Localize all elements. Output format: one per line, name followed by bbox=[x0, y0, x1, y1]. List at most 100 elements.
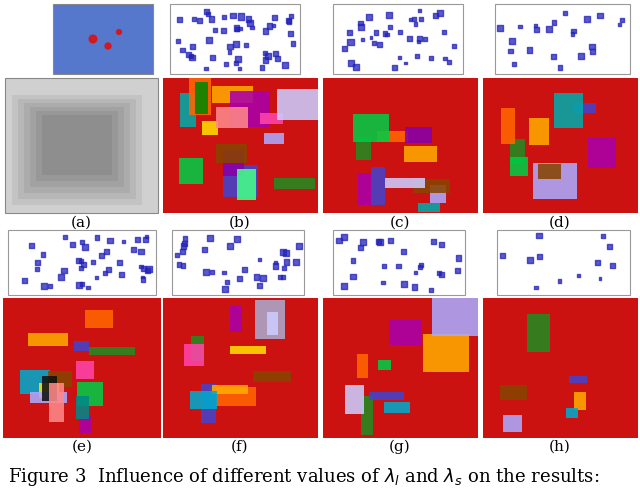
Point bbox=[416, 15, 426, 23]
Point bbox=[92, 274, 102, 282]
Point bbox=[143, 266, 153, 274]
Bar bbox=[483, 78, 638, 213]
Bar bbox=[53, 4, 153, 74]
Point bbox=[67, 241, 77, 249]
Bar bbox=[497, 230, 630, 295]
Point bbox=[439, 28, 449, 36]
Point bbox=[383, 11, 394, 19]
Point bbox=[509, 60, 519, 68]
Point bbox=[207, 268, 217, 276]
Bar bbox=[260, 113, 284, 124]
Point bbox=[60, 233, 70, 241]
Point bbox=[416, 261, 426, 269]
Point bbox=[45, 282, 55, 290]
Point bbox=[271, 262, 281, 270]
Point bbox=[178, 261, 188, 269]
Bar bbox=[378, 131, 408, 142]
Point bbox=[364, 13, 374, 21]
Point bbox=[531, 283, 541, 291]
Point bbox=[140, 236, 150, 244]
Point bbox=[179, 240, 189, 248]
Bar bbox=[230, 346, 266, 354]
Point bbox=[431, 11, 441, 19]
Point bbox=[544, 25, 554, 33]
Point bbox=[19, 276, 29, 284]
Point bbox=[100, 269, 110, 277]
Bar bbox=[195, 82, 208, 114]
Point bbox=[32, 265, 42, 273]
Bar bbox=[588, 137, 616, 168]
Bar bbox=[20, 370, 50, 394]
Point bbox=[136, 262, 147, 270]
Point bbox=[263, 52, 273, 60]
Point bbox=[56, 273, 67, 281]
Point bbox=[604, 243, 614, 250]
Point bbox=[394, 53, 404, 61]
Point bbox=[264, 22, 275, 30]
Point bbox=[399, 280, 409, 288]
Point bbox=[497, 252, 508, 260]
Point bbox=[209, 26, 220, 34]
Point bbox=[379, 262, 389, 270]
Bar bbox=[179, 157, 204, 184]
Point bbox=[172, 251, 182, 259]
Bar bbox=[501, 108, 515, 144]
Bar bbox=[30, 107, 124, 187]
Point bbox=[200, 268, 211, 276]
Point bbox=[355, 23, 365, 31]
Point bbox=[436, 271, 447, 279]
Point bbox=[225, 42, 236, 50]
Bar bbox=[79, 416, 92, 433]
Point bbox=[207, 54, 218, 62]
Bar bbox=[495, 4, 630, 74]
Point bbox=[525, 255, 535, 263]
Bar bbox=[527, 314, 550, 352]
Bar bbox=[223, 164, 258, 197]
Point bbox=[232, 25, 242, 33]
Point bbox=[269, 14, 280, 22]
Point bbox=[105, 237, 115, 245]
Point bbox=[568, 30, 578, 38]
Text: (f): (f) bbox=[231, 440, 249, 454]
Point bbox=[88, 35, 98, 43]
Point bbox=[33, 258, 43, 266]
Point bbox=[260, 56, 270, 64]
Point bbox=[506, 47, 516, 55]
Bar bbox=[76, 361, 94, 378]
Point bbox=[234, 65, 244, 73]
Point bbox=[231, 24, 241, 32]
Point bbox=[174, 260, 184, 268]
Point bbox=[257, 64, 267, 72]
Point bbox=[189, 15, 200, 23]
Bar bbox=[74, 341, 90, 351]
Bar bbox=[30, 391, 67, 403]
Text: (d): (d) bbox=[549, 216, 571, 230]
Point bbox=[92, 234, 102, 242]
Point bbox=[373, 237, 383, 245]
Point bbox=[534, 252, 545, 260]
Point bbox=[225, 242, 235, 250]
Bar bbox=[371, 167, 385, 205]
Point bbox=[128, 246, 138, 253]
Point bbox=[375, 239, 385, 247]
Bar bbox=[417, 203, 440, 213]
Bar bbox=[500, 385, 527, 399]
Point bbox=[220, 285, 230, 293]
Point bbox=[275, 273, 285, 281]
Bar bbox=[430, 185, 446, 203]
Bar bbox=[189, 78, 211, 115]
Point bbox=[595, 274, 605, 282]
Point bbox=[449, 42, 460, 50]
Bar bbox=[511, 138, 525, 164]
Bar bbox=[230, 91, 270, 126]
Point bbox=[200, 245, 210, 253]
Bar bbox=[223, 150, 244, 176]
Point bbox=[576, 52, 586, 60]
Point bbox=[429, 238, 439, 246]
Point bbox=[74, 281, 84, 289]
Point bbox=[339, 282, 349, 290]
Point bbox=[219, 13, 229, 21]
Bar bbox=[385, 177, 425, 188]
Bar bbox=[333, 4, 463, 74]
Point bbox=[224, 48, 234, 56]
